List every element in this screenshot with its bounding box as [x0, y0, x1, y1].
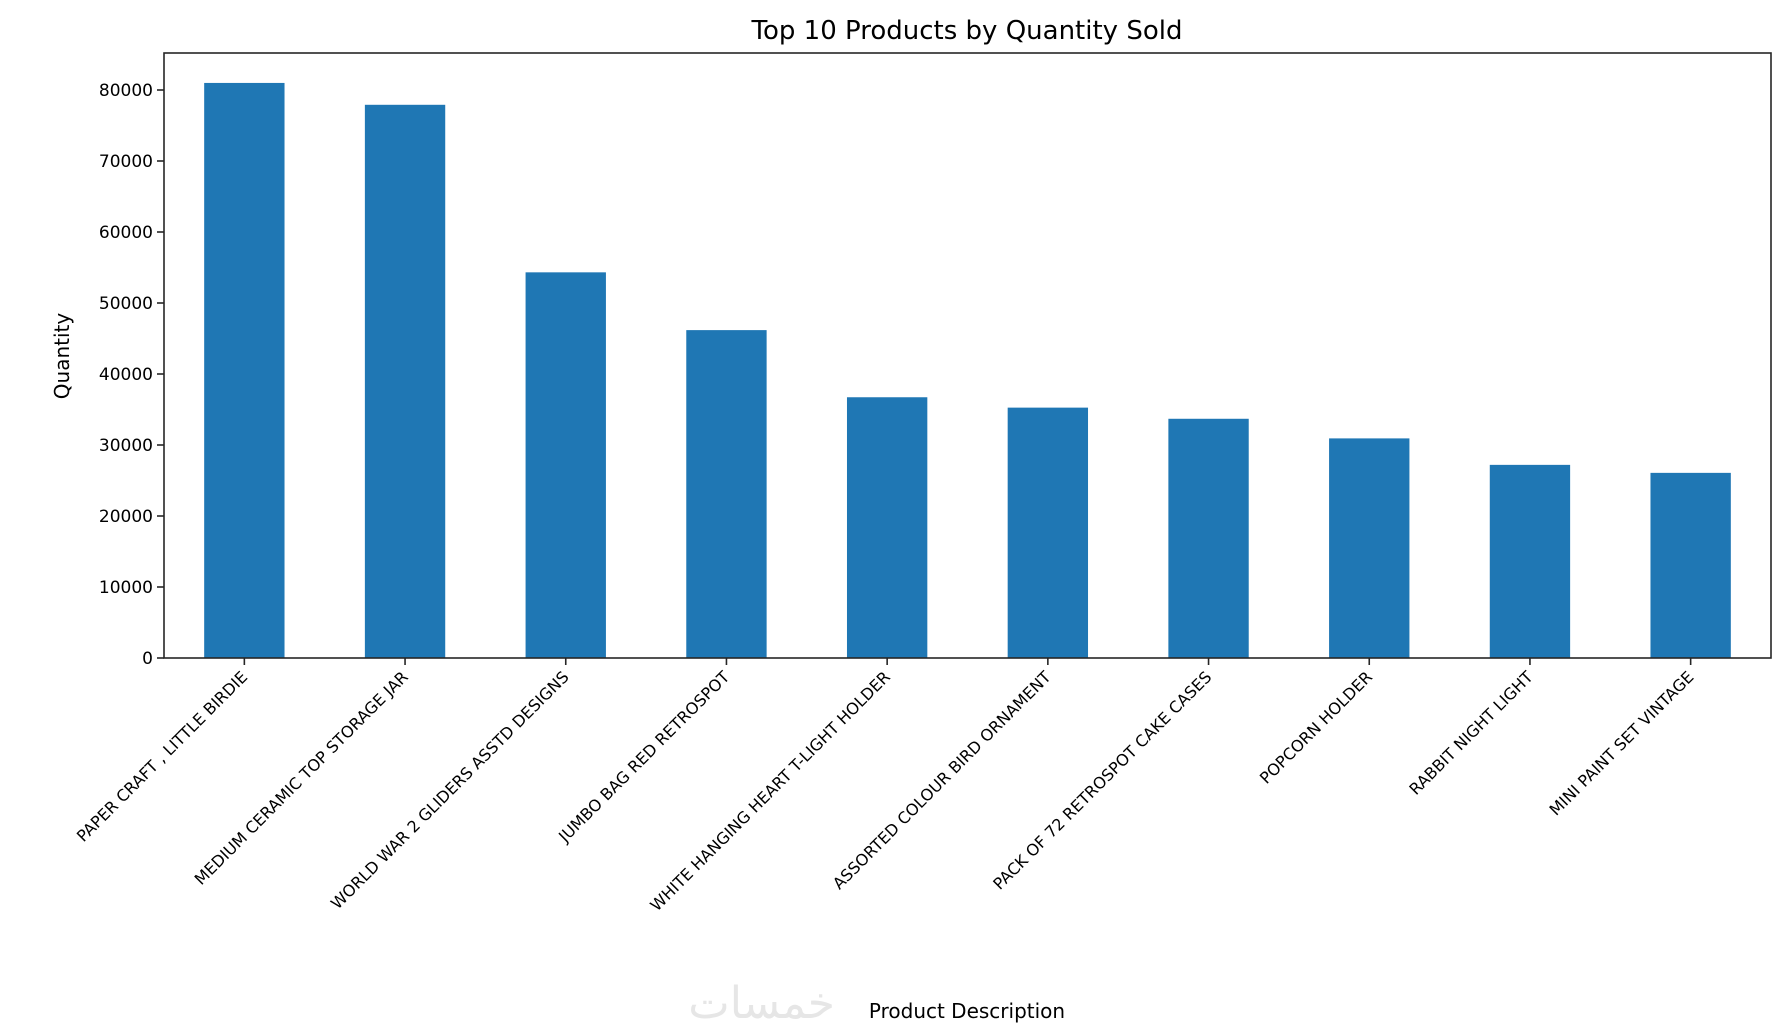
x-tick-label: MINI PAINT SET VINTAGE [1546, 667, 1698, 819]
y-tick-label: 60000 [99, 223, 153, 243]
bar [1650, 472, 1731, 658]
y-axis-label: Quantity [50, 313, 74, 400]
bar [686, 330, 767, 658]
y-tick-label: 50000 [99, 294, 153, 314]
bar [364, 104, 446, 659]
x-tick-label: JUMBO BAG RED RETROSPOT [554, 667, 733, 846]
y-tick-label: 40000 [99, 365, 153, 385]
x-tick-label: POPCORN HOLDER [1256, 667, 1376, 787]
y-tick-label: 10000 [99, 578, 153, 598]
x-tick-label: PAPER CRAFT , LITTLE BIRDIE [73, 667, 251, 845]
chart-title: Top 10 Products by Quantity Sold [751, 16, 1183, 46]
bar [1168, 418, 1249, 658]
y-tick-label: 30000 [99, 436, 153, 456]
y-tick-label: 70000 [99, 152, 153, 172]
y-tick-label: 20000 [99, 507, 153, 527]
bar [1329, 438, 1410, 658]
x-tick-label: RABBIT NIGHT LIGHT [1405, 667, 1537, 799]
plot-frame [163, 52, 1772, 659]
bar [204, 82, 285, 659]
watermark: خمسات [688, 978, 835, 1029]
x-axis-label: Product Description [869, 999, 1065, 1023]
bar [1489, 464, 1571, 658]
y-tick-label: 0 [142, 649, 153, 669]
bar [846, 397, 928, 658]
bar [1007, 407, 1089, 658]
bar [525, 272, 606, 658]
y-tick-label: 80000 [99, 81, 153, 101]
